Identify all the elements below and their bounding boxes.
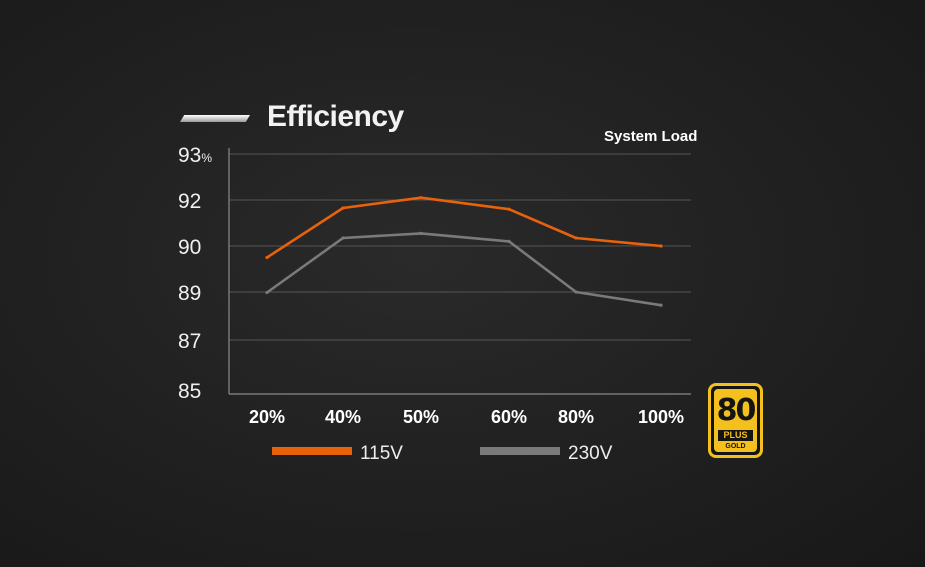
x-tick-label: 80%: [558, 407, 594, 427]
data-point-115v: [265, 255, 269, 260]
legend-label-115v: 115V: [360, 443, 403, 464]
y-unit-label: %: [201, 151, 212, 165]
legend-swatch-115v: [272, 447, 352, 455]
data-point-115v: [659, 244, 663, 248]
y-tick-label: 85: [178, 380, 201, 403]
data-point-230v: [659, 303, 663, 307]
y-tick-label: 87: [178, 330, 201, 353]
x-tick-label: 20%: [249, 407, 285, 427]
data-point-115v: [574, 236, 578, 240]
series-line-230v: [266, 232, 662, 307]
data-point-230v: [419, 231, 423, 235]
title-accent-bar: [180, 115, 250, 122]
chart-subtitle: System Load: [604, 128, 698, 145]
y-tick-label: 93%: [178, 144, 212, 167]
y-tick-label: 92: [178, 190, 201, 213]
badge-inner: 80 PLUS GOLD: [714, 389, 757, 452]
badge-grade-label: GOLD: [725, 443, 746, 450]
y-tick-label: 89: [178, 282, 201, 305]
badge-plus-label: PLUS: [718, 430, 753, 441]
chart-title: Efficiency: [267, 100, 404, 133]
series-line-115v: [266, 196, 662, 259]
data-point-115v: [419, 196, 423, 200]
x-tick-label: 60%: [491, 407, 527, 427]
x-tick-label: 40%: [325, 407, 361, 427]
80-plus-gold-badge: 80 PLUS GOLD: [708, 383, 763, 458]
data-point-230v: [507, 239, 511, 243]
data-point-230v: [265, 290, 269, 295]
data-point-230v: [574, 290, 578, 294]
data-point-115v: [507, 207, 511, 211]
x-tick-label: 100%: [638, 407, 684, 427]
y-tick-label: 90: [178, 236, 201, 259]
data-point-115v: [341, 206, 345, 210]
legend-label-230v: 230V: [568, 443, 613, 464]
badge-number: 80: [716, 393, 757, 428]
x-tick-label: 50%: [403, 407, 439, 427]
legend-swatch-230v: [480, 447, 560, 455]
data-point-230v: [341, 236, 345, 240]
